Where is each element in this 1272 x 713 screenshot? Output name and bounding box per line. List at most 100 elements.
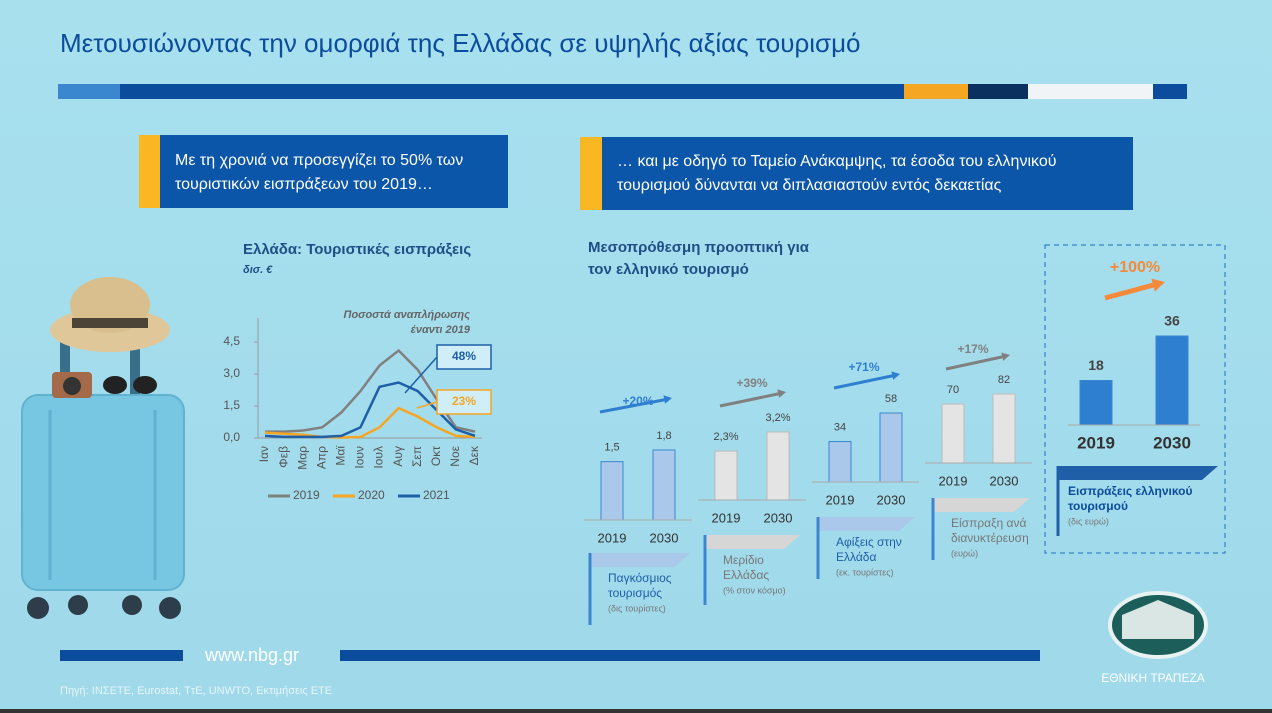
legend-label: 2020 (358, 488, 385, 502)
x-tick-label: Νοε (448, 445, 462, 466)
bar (652, 449, 676, 521)
callout-line (404, 356, 438, 394)
chart-title: Ελλάδα: Τουριστικές εισπράξεις (243, 241, 471, 258)
caption-band (933, 498, 1030, 512)
bank-name: ΕΘΝΙΚΗ ΤΡΑΠΕΖΑ (1101, 671, 1205, 685)
x-tick-label: 2030 (764, 510, 793, 525)
caption-title: Μερίδιο (723, 553, 764, 567)
x-tick-label: Δεκ (467, 445, 481, 465)
annotation: έναντι 2019 (411, 324, 471, 336)
banner-text: Με τη χρονιά να προσεγγίζει το 50% των (175, 152, 463, 169)
banner-text: τουρισμού δύνανται να διπλασιαστούν εντό… (617, 177, 1002, 194)
growth-label: +20% (622, 394, 653, 408)
footer-url: www.nbg.gr (204, 645, 299, 665)
growth-label: +17% (957, 342, 988, 356)
caption-unit: (ευρώ) (951, 548, 978, 558)
x-tick-label: 2019 (712, 510, 741, 525)
growth-arrow (833, 374, 895, 390)
legend-label: 2019 (293, 488, 320, 502)
left-banner: Με τη χρονιά να προσεγγίζει το 50% των τ… (139, 135, 508, 208)
value-label: 1,5 (604, 442, 619, 454)
value-label: 34 (834, 421, 846, 433)
growth-label: +39% (736, 376, 767, 390)
callout-label: 23% (452, 394, 476, 408)
growth-label: +100% (1110, 259, 1160, 276)
x-tick-label: 2019 (598, 530, 627, 545)
right-banner: … και με οδηγό το Ταμείο Ανάκαμψης, τα έ… (580, 137, 1133, 210)
x-tick-label: 2019 (1077, 433, 1115, 452)
logo (1108, 591, 1208, 659)
legend-label: 2021 (423, 488, 450, 502)
slide-title: Μετουσιώνοντας την ομορφιά της Ελλάδας σ… (60, 28, 861, 58)
caption-title: τουρισμού (1068, 499, 1128, 513)
growth-arrow (599, 398, 667, 414)
arrow-head (1151, 278, 1165, 292)
chart-subtitle: δισ. € (243, 264, 273, 276)
y-tick-label: 0,0 (223, 430, 240, 444)
y-tick-label: 1,5 (223, 398, 240, 412)
caption-title: Εισπράξεις ελληνικού (1068, 484, 1192, 498)
top-stripe (58, 84, 1187, 99)
value-label: 18 (1088, 357, 1104, 373)
growth-arrow (1104, 281, 1160, 301)
caption-title: Ελλάδας (723, 568, 769, 582)
caption-title: Ελλάδα (836, 550, 876, 564)
value-label: 82 (998, 374, 1010, 386)
caption-unit: (δις τουρίστες) (608, 603, 666, 613)
footer-bar (60, 650, 183, 661)
callout-label: 48% (452, 349, 476, 363)
value-label: 36 (1164, 313, 1180, 329)
value-label: 58 (885, 393, 897, 405)
caption-title: τουρισμός (608, 586, 662, 600)
banner-text: … και με οδηγό το Ταμείο Ανάκαμψης, τα έ… (617, 153, 1056, 170)
bar (941, 403, 965, 464)
x-tick-label: Φεβ (276, 446, 290, 468)
callout-box (436, 389, 492, 415)
caption-band (705, 535, 800, 549)
growth-arrow (719, 392, 781, 408)
arrow-head (663, 395, 672, 404)
arrow-head (777, 389, 786, 398)
bar (766, 431, 790, 501)
value-label: 3,2% (765, 412, 790, 424)
x-tick-label: 2030 (1153, 433, 1191, 452)
arrow-head (891, 371, 900, 380)
bar (600, 461, 624, 521)
caption-title: διανυκτέρευση (951, 531, 1029, 545)
bar (714, 450, 738, 501)
value-label: 1,8 (656, 430, 671, 442)
highlight-box (1044, 244, 1226, 554)
x-tick-label: Ιουλ (372, 446, 386, 469)
caption-title: Παγκόσμιος (608, 571, 672, 585)
footer-source: Πηγή: ΙΝΣΕΤΕ, Eurostat, ΤτΕ, UNWTO, Εκτι… (60, 685, 332, 697)
annotation: Ποσοστά αναπλήρωσης (344, 309, 471, 321)
bottom-edge (0, 709, 1272, 713)
bar (879, 412, 903, 483)
x-tick-label: Ιαν (257, 446, 271, 462)
series-line (264, 406, 476, 439)
callout-line (416, 401, 438, 409)
caption-title: Είσπραξη ανά (951, 516, 1026, 530)
x-tick-label: 2030 (650, 530, 679, 545)
caption-unit: (εκ. τουρίστες) (836, 567, 893, 577)
value-label: 70 (947, 384, 959, 396)
caption-band (1058, 466, 1218, 480)
x-tick-label: Μαρ (295, 446, 309, 470)
caption-unit: (δις ευρώ) (1068, 516, 1109, 526)
y-tick-label: 3,0 (223, 366, 240, 380)
x-tick-label: Απρ (314, 446, 328, 469)
caption-band (590, 553, 690, 567)
x-tick-label: Μαϊ (334, 446, 348, 466)
bar (828, 441, 852, 483)
footer-bar (340, 650, 1040, 661)
banner-text: τουριστικών εισπράξεων του 2019… (175, 176, 433, 193)
x-tick-label: Αυγ (391, 446, 405, 467)
x-tick-label: Ιουν (353, 446, 367, 469)
panel-title: τον ελληνικό τουρισμό (588, 261, 749, 278)
bar (1155, 335, 1189, 426)
callout-box (436, 344, 492, 370)
x-tick-label: 2019 (939, 473, 968, 488)
bar (992, 393, 1016, 464)
